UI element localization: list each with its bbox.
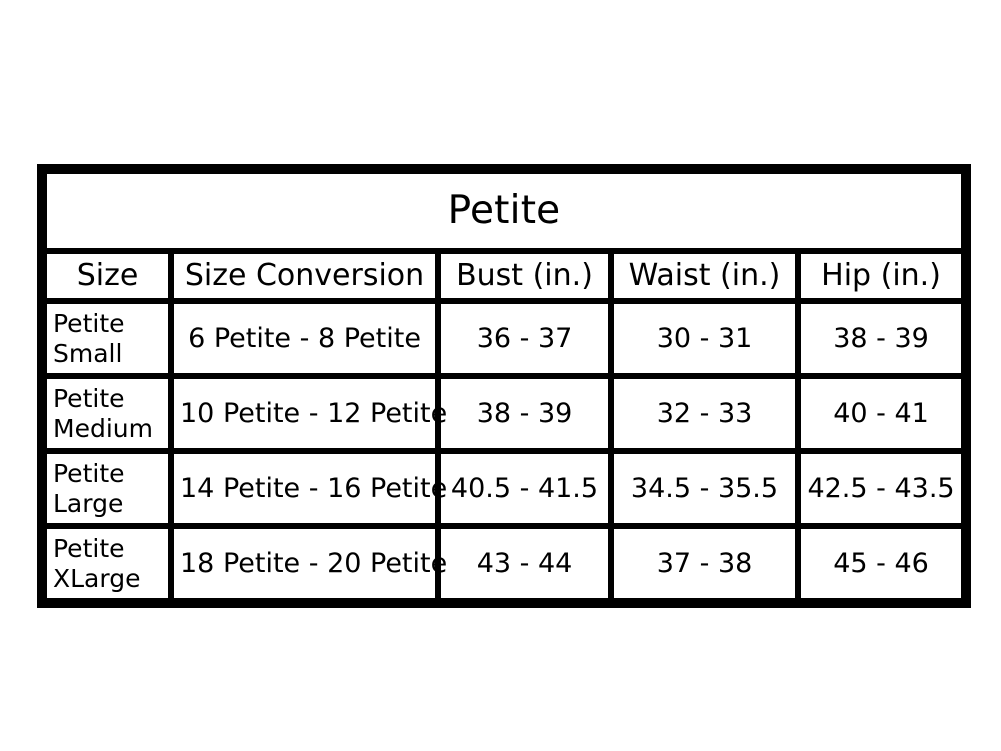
cell-hip: 42.5 - 43.5 [798,451,965,526]
table-row: Petite Large 14 Petite - 16 Petite 40.5 … [44,451,965,526]
petite-size-chart-table: Petite Size Size Conversion Bust (in.) W… [37,164,972,608]
table-row: Petite Medium 10 Petite - 12 Petite 38 -… [44,376,965,451]
cell-waist: 30 - 31 [611,301,798,376]
chart-title-row: Petite [44,171,965,251]
size-name-line-1: Petite [53,384,125,413]
size-name-line-2: Large [53,488,124,518]
size-name-line-2: Small [53,338,123,368]
cell-waist: 32 - 33 [611,376,798,451]
cell-size-name: Petite Large [44,451,171,526]
cell-hip: 40 - 41 [798,376,965,451]
column-header-hip: Hip (in.) [798,251,965,301]
table-header-row: Size Size Conversion Bust (in.) Waist (i… [44,251,965,301]
cell-size-name: Petite Small [44,301,171,376]
cell-size-conversion: 18 Petite - 20 Petite [171,526,447,601]
size-name-line-1: Petite [53,459,125,488]
size-name-line-1: Petite [53,309,125,338]
cell-hip: 45 - 46 [798,526,965,601]
cell-hip: 38 - 39 [798,301,965,376]
cell-size-conversion: 6 Petite - 8 Petite [171,301,438,376]
table-row: Petite Small 6 Petite - 8 Petite 36 - 37… [44,301,965,376]
size-name-line-2: XLarge [53,563,141,593]
cell-bust: 40.5 - 41.5 [438,451,611,526]
size-name-line-2: Medium [53,413,153,443]
cell-waist: 34.5 - 35.5 [611,451,798,526]
cell-bust: 38 - 39 [438,376,611,451]
size-name-line-1: Petite [53,534,125,563]
cell-size-conversion: 14 Petite - 16 Petite [171,451,447,526]
column-header-size: Size [44,251,171,301]
table-row: Petite XLarge 18 Petite - 20 Petite 43 -… [44,526,965,601]
chart-title: Petite [44,171,965,251]
column-header-size-conversion: Size Conversion [171,251,438,301]
column-header-bust: Bust (in.) [438,251,611,301]
cell-waist: 37 - 38 [611,526,798,601]
size-chart-container: Petite Size Size Conversion Bust (in.) W… [37,164,972,608]
cell-size-name: Petite XLarge [44,526,171,601]
column-header-waist: Waist (in.) [611,251,798,301]
cell-bust: 36 - 37 [438,301,611,376]
cell-size-name: Petite Medium [44,376,171,451]
cell-bust: 43 - 44 [438,526,611,601]
cell-size-conversion: 10 Petite - 12 Petite [171,376,447,451]
